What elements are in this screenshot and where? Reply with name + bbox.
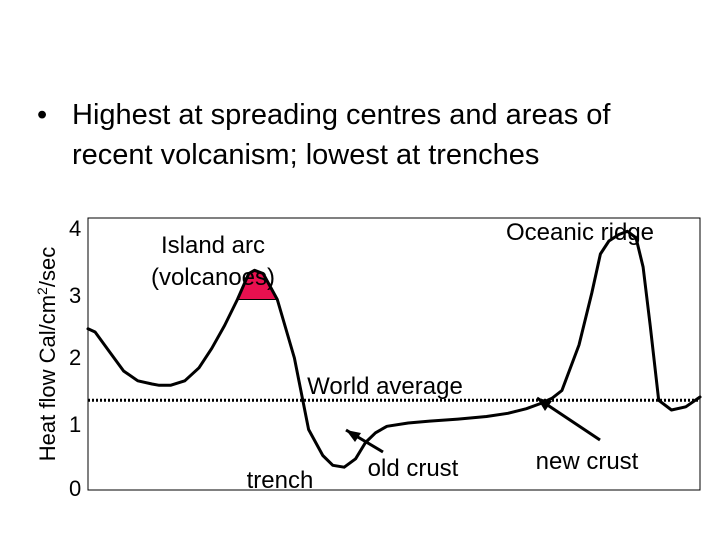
label-old-crust: old crust [368,455,459,482]
heat-flow-series-line [86,229,702,469]
y-tick-label-4: 4 [69,216,81,241]
y-tick-label-3: 3 [69,283,81,308]
label-oceanic-ridge: Oceanic ridge [506,219,654,246]
bullet-text-line-1: Highest at spreading centres and areas o… [72,99,611,131]
label-volcanoes: (volcanoes) [151,264,275,291]
label-trench: trench [247,467,314,494]
plot-frame [87,217,701,491]
y-tick-label-2: 2 [69,345,81,370]
y-axis-label: Heat flow Cal/cm2/sec [34,247,60,461]
bullet-symbol: • [37,99,48,131]
y-tick-label-0: 0 [69,476,81,501]
label-world-average: World average [307,373,463,400]
y-tick-label-1: 1 [69,412,81,437]
label-island-arc: Island arc [161,232,265,259]
label-new-crust: new crust [536,448,639,475]
new-crust-arrowhead [537,398,552,411]
old-crust-arrowhead [346,430,361,442]
bullet-text-line-2: recent volcanism; lowest at trenches [72,139,540,171]
